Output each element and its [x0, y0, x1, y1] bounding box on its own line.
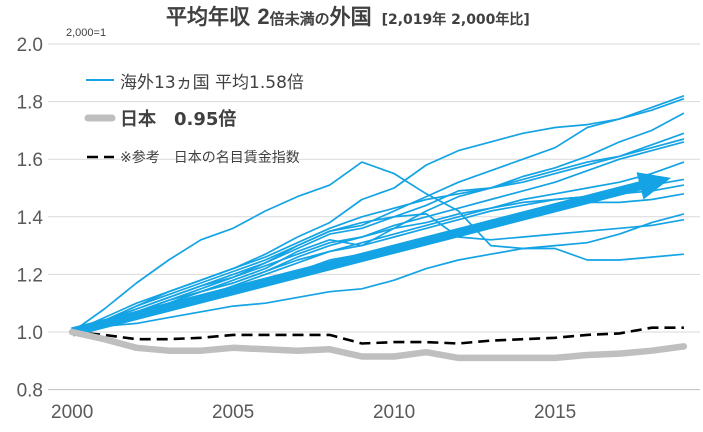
title-part: 外国 [329, 5, 372, 29]
x-axis: 2000 2005 2010 2015 [51, 402, 576, 423]
y-tick-label: 1.6 [17, 150, 43, 171]
legend-item-foreign: 海外13ヵ国 平均1.58倍 [84, 65, 304, 95]
y-tick-label: 1.2 [17, 265, 43, 286]
foreign-series-line [71, 213, 685, 333]
legend-marker-wage-index [87, 155, 114, 159]
y-tick-label: 2.0 [17, 35, 43, 56]
chart-subtitle: [2,019年 2,000年比] [381, 12, 530, 28]
japan-series-line [68, 328, 688, 362]
legend-label: 海外13ヵ国 平均1.58倍 [120, 72, 304, 93]
y-tick-label: 1.8 [17, 93, 43, 114]
chart-title: 平均年収 2倍未満の外国 [2,019年 2,000年比] [166, 2, 530, 32]
y-axis: 0.8 1.0 1.2 1.4 1.6 1.8 2.0 [17, 35, 44, 402]
legend-label: 日本 0.95倍 [120, 109, 237, 130]
title-part: 平均年収 [166, 5, 258, 29]
title-part: 倍未満の [269, 10, 330, 28]
x-tick-label: 2015 [534, 402, 576, 423]
foreign-series-line [71, 138, 685, 333]
y-tick-label: 1.0 [17, 323, 43, 344]
gridlines [48, 43, 700, 391]
foreign-series-group [71, 95, 685, 333]
x-tick-label: 2005 [212, 402, 254, 423]
legend-item-japan: 日本 0.95倍 [84, 103, 236, 133]
y-tick-label: 0.8 [17, 381, 43, 402]
japan-wage-index-line [71, 326, 684, 345]
foreign-series-line [71, 141, 685, 333]
legend-marker-foreign [86, 79, 114, 81]
y-axis-unit-label: 2,000=1 [66, 27, 107, 39]
title-part: 2 [257, 4, 270, 29]
y-tick-label: 1.4 [17, 208, 44, 229]
x-tick-label: 2000 [51, 402, 93, 423]
legend-label: ※参考 日本の名目賃金指数 [120, 150, 300, 166]
legend-item-wage-index: ※参考 日本の名目賃金指数 [84, 142, 300, 172]
legend-marker-japan [84, 114, 116, 122]
legend: 海外13ヵ国 平均1.58倍 日本 0.95倍 ※参考 日本の名目賃金指数 [84, 64, 384, 174]
x-tick-label: 2010 [373, 402, 415, 423]
foreign-series-line [71, 213, 685, 333]
foreign-series-line [71, 161, 684, 333]
trend-arrow [71, 172, 671, 337]
